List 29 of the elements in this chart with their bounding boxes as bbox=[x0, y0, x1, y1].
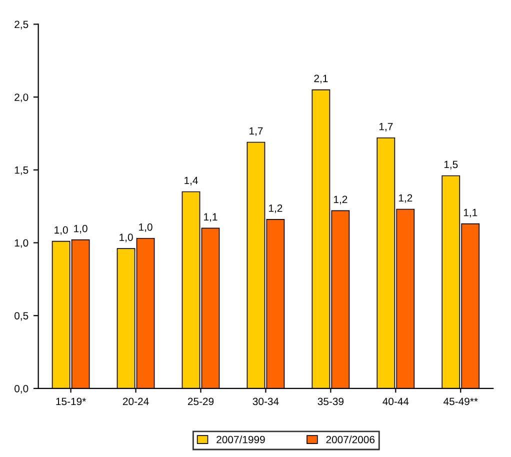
data-label: 1,2 bbox=[269, 204, 282, 214]
data-label: 1,0 bbox=[54, 226, 68, 235]
data-label: 1,1 bbox=[464, 208, 478, 218]
data-label: 1,7 bbox=[379, 122, 393, 132]
data-label: 1,2 bbox=[398, 194, 412, 203]
y-tick-label: 2,0 bbox=[14, 94, 28, 102]
data-label: 1,0 bbox=[120, 234, 133, 242]
data-label: 1,4 bbox=[184, 176, 198, 186]
x-tick-label: 30-34 bbox=[252, 398, 279, 406]
y-tick-label: 2,5 bbox=[14, 20, 28, 30]
x-tick-label: 40-44 bbox=[382, 398, 409, 406]
x-tick-label: 15-19* bbox=[56, 398, 86, 406]
data-label: 1,0 bbox=[74, 224, 88, 234]
x-tick-label: 25-29 bbox=[188, 398, 214, 406]
y-tick-label: 0,0 bbox=[14, 384, 28, 394]
data-label: 1,1 bbox=[204, 213, 218, 222]
legend-label: 2007/2006 bbox=[326, 436, 375, 444]
y-tick-label: 1,5 bbox=[14, 166, 28, 176]
y-tick-label: 1,0 bbox=[14, 239, 28, 248]
x-tick-label: 20-24 bbox=[122, 398, 149, 406]
data-label: 1,2 bbox=[334, 196, 348, 204]
data-label: 2,1 bbox=[314, 74, 328, 84]
y-tick-label: 0,5 bbox=[14, 312, 28, 321]
data-label: 1,0 bbox=[139, 223, 152, 232]
data-label: 1,7 bbox=[250, 127, 263, 136]
legend-label: 2007/1999 bbox=[216, 436, 265, 444]
x-tick-label: 45-49** bbox=[443, 398, 478, 406]
x-tick-label: 35-39 bbox=[318, 398, 344, 406]
data-label: 1,5 bbox=[444, 160, 458, 170]
